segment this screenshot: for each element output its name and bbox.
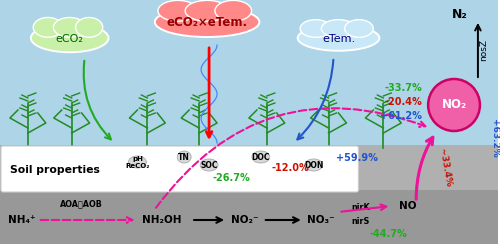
Text: Soil properties: Soil properties <box>10 165 100 175</box>
FancyArrowPatch shape <box>298 60 334 139</box>
Text: nirK: nirK <box>351 203 370 213</box>
Ellipse shape <box>215 0 252 21</box>
Ellipse shape <box>185 0 229 21</box>
Bar <box>0 0 498 145</box>
Bar <box>0 145 498 244</box>
FancyArrowPatch shape <box>342 204 386 212</box>
Text: NH₂OH: NH₂OH <box>142 215 181 225</box>
Ellipse shape <box>155 7 260 37</box>
Text: SOC: SOC <box>200 161 218 170</box>
Text: +59.9%: +59.9% <box>336 153 378 163</box>
Text: NO₂: NO₂ <box>442 99 466 112</box>
FancyBboxPatch shape <box>1 146 358 192</box>
Text: ~33.4%: ~33.4% <box>437 148 453 188</box>
Text: -44.7%: -44.7% <box>370 229 407 239</box>
Circle shape <box>428 79 480 131</box>
FancyArrowPatch shape <box>266 217 298 223</box>
Ellipse shape <box>177 151 191 163</box>
Text: NO₂⁻: NO₂⁻ <box>231 215 258 225</box>
Text: -12.0%: -12.0% <box>272 163 310 173</box>
Ellipse shape <box>31 24 108 52</box>
Ellipse shape <box>128 156 146 168</box>
Text: TN: TN <box>178 152 190 162</box>
Text: DOC: DOC <box>252 152 270 162</box>
Text: eCO₂×eTem.: eCO₂×eTem. <box>166 17 248 30</box>
Text: -20.4%: -20.4% <box>384 97 422 107</box>
FancyArrowPatch shape <box>194 217 222 223</box>
FancyArrowPatch shape <box>84 61 111 139</box>
Text: NH₄⁺: NH₄⁺ <box>8 215 36 225</box>
Text: NO: NO <box>400 201 417 211</box>
Ellipse shape <box>200 159 218 171</box>
Ellipse shape <box>322 20 356 37</box>
Text: nosZ: nosZ <box>480 39 488 61</box>
Text: eCO₂: eCO₂ <box>56 34 84 44</box>
Ellipse shape <box>54 18 86 37</box>
Text: DON: DON <box>304 161 324 170</box>
Text: pH
ReCO₂: pH ReCO₂ <box>125 155 150 169</box>
Bar <box>0 190 498 244</box>
Text: AOA、AOB: AOA、AOB <box>60 200 103 209</box>
FancyArrowPatch shape <box>156 108 425 208</box>
Ellipse shape <box>344 20 373 37</box>
Text: eTem.: eTem. <box>322 34 355 44</box>
Ellipse shape <box>298 25 380 51</box>
Ellipse shape <box>252 151 270 163</box>
Text: +63.2%: +63.2% <box>490 119 500 157</box>
Text: +61.2%: +61.2% <box>380 111 422 121</box>
Ellipse shape <box>300 20 331 37</box>
FancyArrowPatch shape <box>40 217 132 223</box>
Text: NO₃⁻: NO₃⁻ <box>307 215 334 225</box>
Ellipse shape <box>33 18 62 37</box>
FancyArrowPatch shape <box>416 137 433 199</box>
Text: nirS: nirS <box>351 216 370 225</box>
Ellipse shape <box>304 159 322 171</box>
Text: -33.7%: -33.7% <box>384 83 422 93</box>
Text: -26.7%: -26.7% <box>212 173 250 183</box>
Text: N₂: N₂ <box>452 8 468 21</box>
Ellipse shape <box>76 18 102 37</box>
Ellipse shape <box>158 0 198 21</box>
